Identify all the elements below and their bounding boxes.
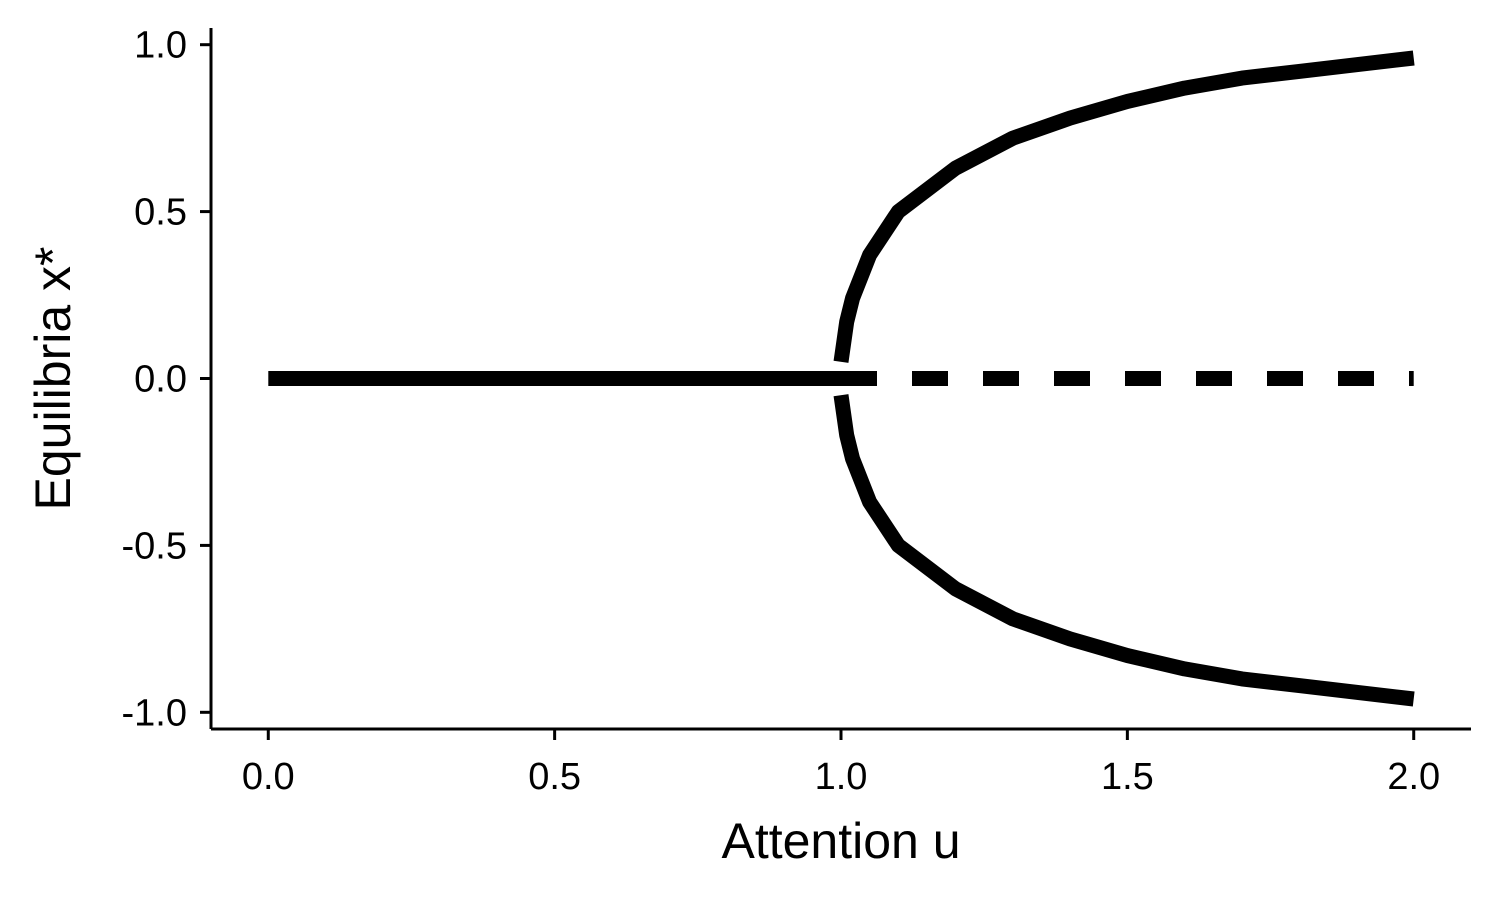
x-tick-label: 1.5 (1101, 756, 1154, 798)
y-tick-label: 0.5 (134, 192, 187, 234)
y-tick-label: 1.0 (134, 25, 187, 67)
y-tick-label: 0.0 (134, 359, 187, 401)
x-axis-title: Attention u (721, 813, 960, 869)
series-line-2 (833, 50, 1415, 363)
y-tick-label: -0.5 (122, 525, 187, 567)
y-axis-title: Equilibria x* (25, 246, 81, 510)
x-ticks: 0.0 0.5 1.0 1.5 2.0 (242, 729, 1440, 798)
x-tick-label: 1.0 (815, 756, 868, 798)
x-tick-label: 0.0 (242, 756, 295, 798)
y-tick-label: -1.0 (122, 692, 187, 734)
series-line-3 (833, 394, 1415, 707)
series-layer (268, 50, 1415, 707)
y-ticks: -1.0 -0.5 0.0 0.5 1.0 (122, 25, 211, 734)
x-tick-label: 2.0 (1387, 756, 1440, 798)
x-tick-label: 0.5 (528, 756, 581, 798)
